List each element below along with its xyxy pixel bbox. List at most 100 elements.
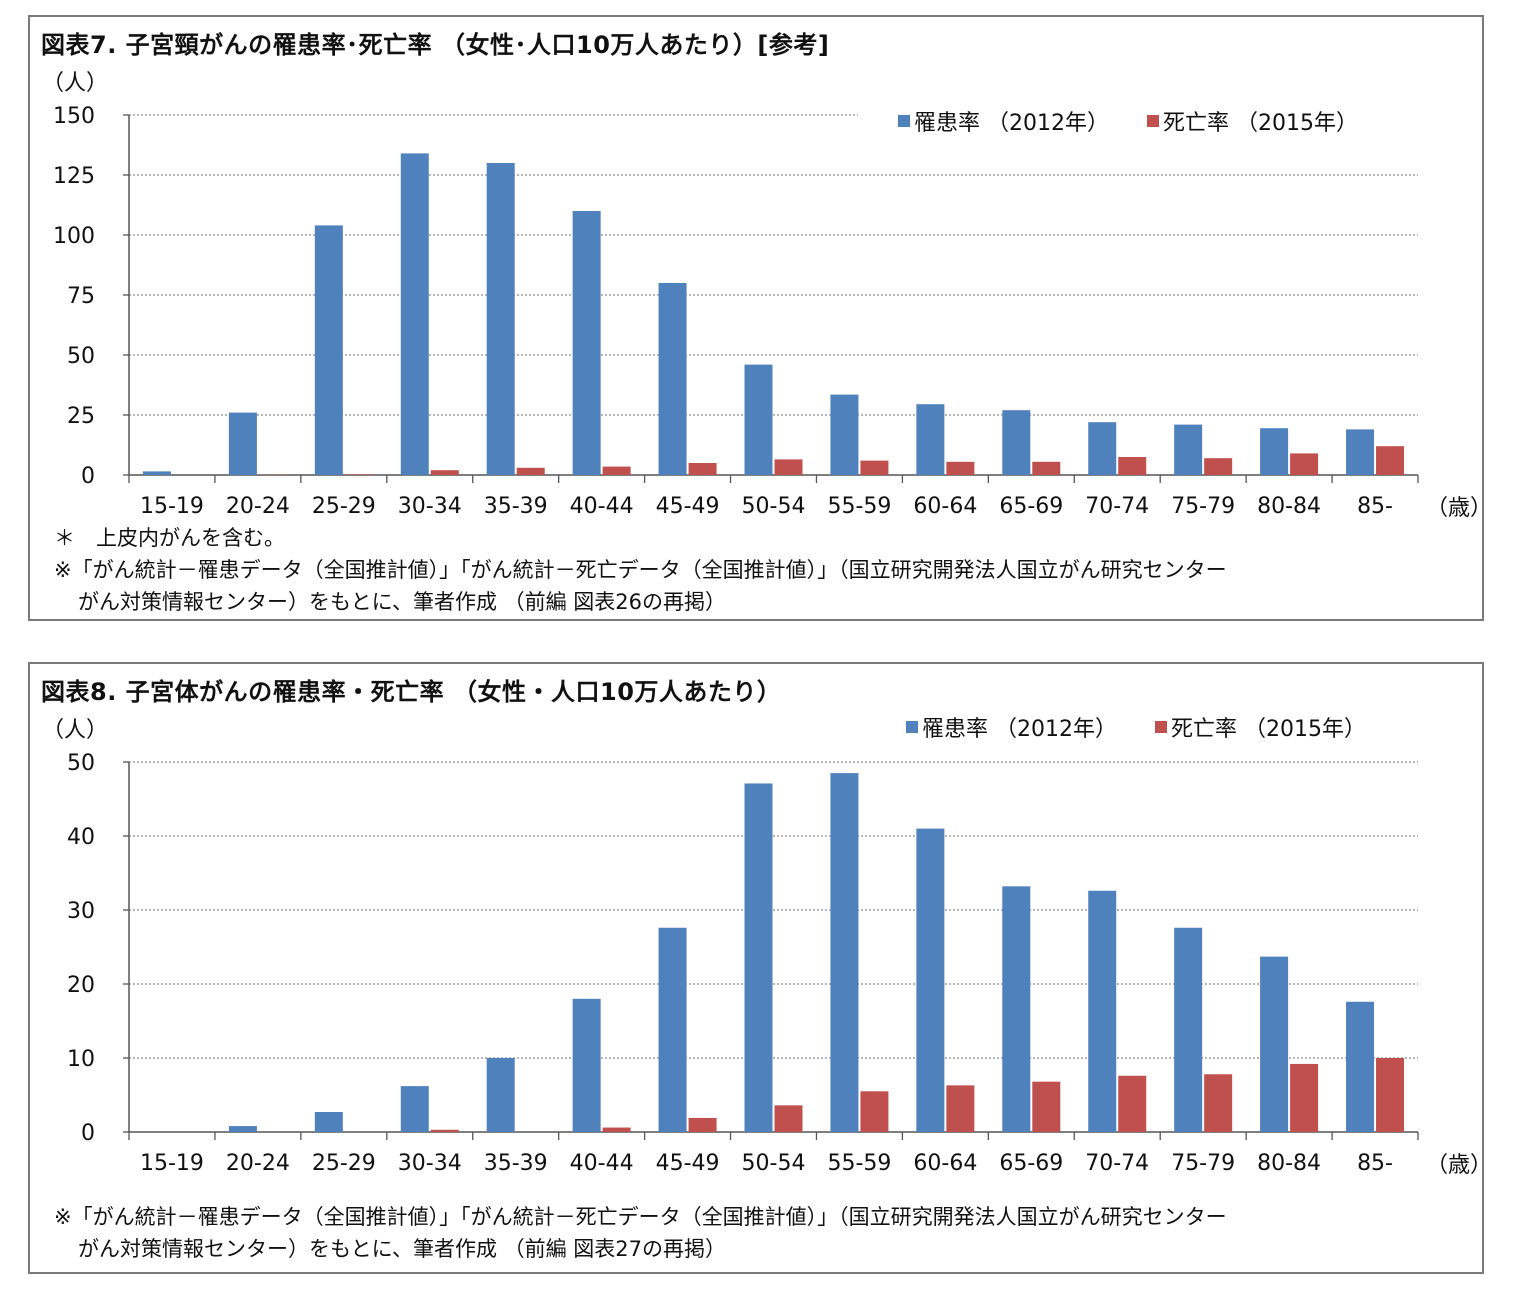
legend-swatch-incidence (898, 115, 910, 127)
bar-incidence-20-24 (228, 412, 257, 475)
legend-item-incidence: 罹患率 （2012年） (906, 711, 1117, 743)
bar-incidence-60-64 (916, 828, 945, 1132)
y-tick-label: 0 (81, 464, 95, 489)
bar-incidence-55-59 (830, 394, 859, 475)
x-tick-label: 60-64 (913, 1151, 977, 1176)
x-tick-label: 35-39 (484, 494, 548, 519)
bar-incidence-15-19 (142, 471, 171, 475)
bar-mortality-65-69 (1032, 1081, 1061, 1132)
bar-incidence-25-29 (314, 1112, 343, 1132)
legend-label-incidence: 罹患率 （2012年） (914, 111, 1109, 136)
x-tick-label: 75-79 (1171, 494, 1235, 519)
y-tick-label: 50 (67, 344, 95, 369)
legend-item-mortality: 死亡率 （2015年） (1146, 105, 1358, 137)
x-tick-label: 55-59 (827, 494, 891, 519)
legend-swatch-incidence (906, 721, 918, 733)
x-tick-label: 40-44 (570, 494, 634, 519)
bar-incidence-20-24 (228, 1126, 257, 1132)
y-tick-label: 0 (81, 1121, 95, 1146)
bar-incidence-40-44 (572, 998, 601, 1132)
footnote-2: ※「がん統計－罹患データ（全国推計値）」「がん統計－死亡データ（全国推計値）」（… (54, 558, 1227, 582)
footnote-1: ＊ 上皮内がんを含む。 (54, 526, 285, 550)
y-tick-label: 25 (67, 404, 95, 429)
footnote-1: ※「がん統計－罹患データ（全国推計値）」「がん統計－死亡データ（全国推計値）」（… (54, 1205, 1227, 1229)
bar-incidence-85- (1346, 429, 1375, 475)
bar-mortality-50-54 (774, 1105, 803, 1132)
bar-mortality-70-74 (1118, 1075, 1147, 1132)
bar-incidence-55-59 (830, 773, 859, 1132)
bar-incidence-50-54 (744, 783, 773, 1132)
bar-incidence-70-74 (1088, 422, 1117, 475)
bar-mortality-60-64 (946, 461, 975, 475)
bar-mortality-75-79 (1204, 458, 1233, 475)
y-tick-label: 75 (67, 284, 95, 309)
bar-mortality-55-59 (860, 460, 889, 475)
legend-swatch-mortality (1146, 115, 1159, 127)
bar-incidence-45-49 (658, 283, 687, 475)
bar-mortality-70-74 (1118, 457, 1147, 475)
x-tick-label: 40-44 (570, 1151, 634, 1176)
x-tick-label: 25-29 (312, 1151, 376, 1176)
x-tick-label: 45-49 (656, 1151, 720, 1176)
x-tick-label: 80-84 (1257, 1151, 1321, 1176)
x-tick-label: 85- (1357, 1151, 1393, 1176)
y-tick-label: 40 (67, 825, 95, 850)
bar-incidence-60-64 (916, 404, 945, 475)
x-tick-label: 30-34 (398, 494, 462, 519)
bar-mortality-60-64 (946, 1085, 975, 1132)
x-tick-label: 85- (1357, 494, 1393, 519)
x-tick-label: 15-19 (140, 1151, 204, 1176)
x-tick-label: 50-54 (742, 1151, 806, 1176)
bar-incidence-40-44 (572, 211, 601, 475)
bar-chart-endometrial: 0 10 20 30 40 50 15-19 20-24 25-29 30-34 35-39 40-4… (67, 751, 1482, 1178)
chart-panel-cervical: 図表7. 子宮頸がんの罹患率･死亡率 （女性･人口10万人あたり）[参考] （人… (28, 15, 1484, 621)
bar-incidence-45-49 (658, 927, 687, 1132)
bar-mortality-45-49 (688, 1117, 717, 1132)
bar-mortality-35-39 (516, 467, 545, 475)
legend: 罹患率 （2012年） 死亡率 （2015年） (898, 105, 1396, 137)
bar-incidence-85- (1346, 1001, 1375, 1132)
bar-mortality-80-84 (1290, 1063, 1319, 1132)
bar-mortality-50-54 (774, 459, 803, 475)
legend-item-incidence: 罹患率 （2012年） (898, 105, 1109, 137)
bar-incidence-30-34 (400, 153, 429, 475)
x-axis-unit: （歳） (1426, 496, 1482, 521)
bar-incidence-50-54 (744, 364, 773, 475)
bar-incidence-25-29 (314, 225, 343, 475)
x-tick-label: 75-79 (1171, 1151, 1235, 1176)
bar-chart-cervical: 0 25 50 75 100 125 150 15-19 20-24 25-29 30-34 35-3… (53, 104, 1482, 521)
bar-incidence-30-34 (400, 1086, 429, 1132)
y-tick-label: 150 (53, 104, 95, 129)
x-tick-label: 60-64 (913, 494, 977, 519)
bar-mortality-75-79 (1204, 1074, 1233, 1132)
bar-incidence-70-74 (1088, 890, 1117, 1132)
bar-mortality-55-59 (860, 1091, 889, 1132)
y-tick-label: 30 (67, 899, 95, 924)
x-tick-label: 65-69 (999, 494, 1063, 519)
footnote-3: がん対策情報センター）をもとに、筆者作成 （前編 図表26の再掲） (78, 590, 727, 614)
x-axis-unit: （歳） (1426, 1153, 1482, 1178)
legend-label-mortality: 死亡率 （2015年） (1170, 717, 1366, 742)
bar-mortality-30-34 (430, 1129, 459, 1132)
bar-mortality-85- (1376, 1058, 1405, 1132)
y-tick-label: 100 (53, 224, 95, 249)
y-tick-label: 10 (67, 1047, 95, 1072)
bar-mortality-65-69 (1032, 461, 1061, 475)
legend-swatch-mortality (1154, 721, 1167, 733)
y-tick-label: 20 (67, 973, 95, 998)
x-tick-label: 45-49 (656, 494, 720, 519)
bar-mortality-80-84 (1290, 453, 1319, 475)
bar-incidence-35-39 (486, 1058, 515, 1132)
x-tick-label: 25-29 (312, 494, 376, 519)
x-tick-label: 65-69 (999, 1151, 1063, 1176)
x-tick-label: 55-59 (827, 1151, 891, 1176)
legend: 罹患率 （2012年） 死亡率 （2015年） (906, 711, 1404, 743)
y-axis-unit: （人） (42, 71, 109, 96)
x-tick-label: 70-74 (1085, 1151, 1149, 1176)
bar-mortality-30-34 (430, 470, 459, 475)
x-tick-label: 15-19 (140, 494, 204, 519)
x-tick-label: 20-24 (226, 1151, 290, 1176)
bar-incidence-80-84 (1260, 428, 1289, 475)
bar-incidence-65-69 (1002, 886, 1031, 1132)
x-tick-label: 20-24 (226, 494, 290, 519)
